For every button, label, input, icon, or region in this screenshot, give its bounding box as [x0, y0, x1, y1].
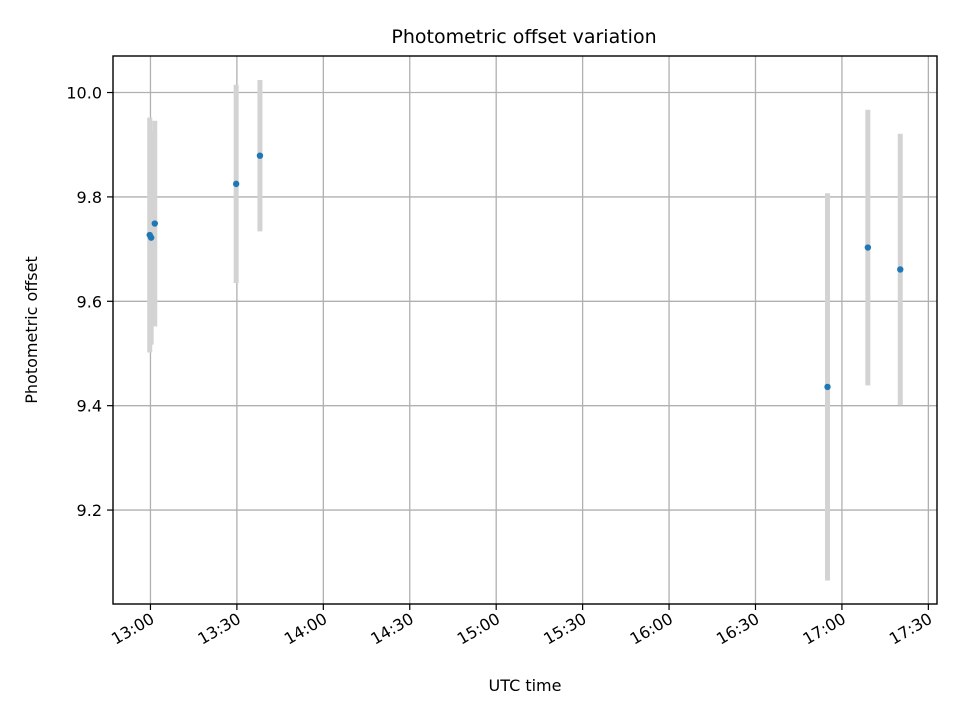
data-point: [897, 266, 904, 273]
y-tick-label: 9.8: [77, 188, 102, 207]
x-tick-label: 13:00: [108, 609, 157, 649]
x-tick-label: 14:00: [281, 609, 330, 649]
plot-frame: [112, 55, 938, 605]
axis-ticks: 13:00 13:30 14:00 14:30 15:00 15:30 16:00 16:30…: [66, 84, 935, 649]
x-tick-label: 15:30: [540, 609, 589, 649]
y-tick-label: 10.0: [66, 84, 102, 103]
x-tick-label: 16:30: [713, 609, 762, 649]
x-tick-label: 17:30: [886, 609, 935, 649]
data-point: [147, 234, 155, 241]
x-tick-label: 17:00: [799, 609, 848, 649]
x-axis-label: UTC time: [489, 676, 562, 695]
data-point: [824, 383, 831, 391]
x-tick-label: 16:00: [627, 609, 676, 649]
grid-lines: [113, 56, 937, 604]
y-tick-label: 9.2: [77, 501, 102, 520]
y-tick-label: 9.6: [77, 292, 102, 311]
data-points: [146, 152, 904, 391]
y-tick-label: 9.4: [77, 397, 102, 416]
data-point: [232, 180, 240, 188]
data-point: [256, 152, 264, 159]
x-tick-label: 13:30: [194, 609, 243, 649]
x-tick-label: 14:30: [367, 609, 416, 649]
x-tick-label: 15:00: [454, 609, 503, 649]
y-axis-label: Photometric offset: [22, 256, 41, 404]
data-point: [864, 244, 872, 251]
chart-title: Photometric offset variation: [391, 26, 656, 48]
data-point: [151, 220, 158, 227]
